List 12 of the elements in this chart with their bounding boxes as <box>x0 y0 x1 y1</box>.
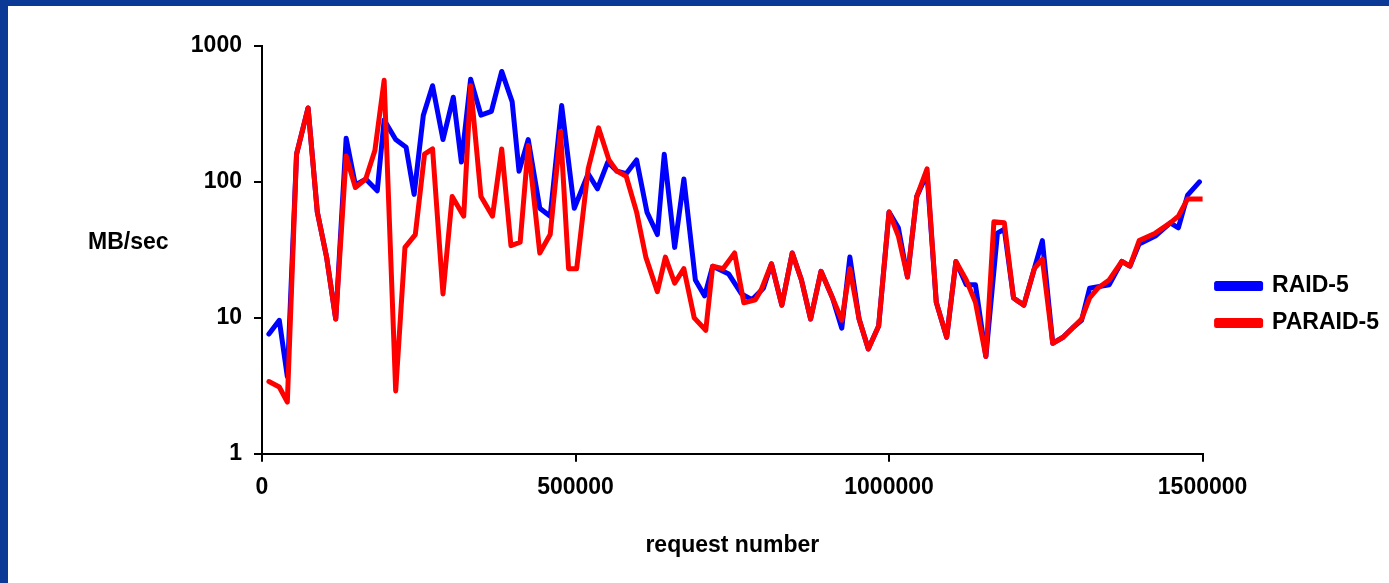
legend-label: PARAID-5 <box>1272 308 1380 335</box>
x-tick-label: 500000 <box>537 472 614 499</box>
x-tick-label: 0 <box>255 472 269 499</box>
legend-label: RAID-5 <box>1272 271 1349 298</box>
y-tick-label: 10 <box>216 303 242 330</box>
x-axis-title: request number <box>645 530 820 557</box>
x-tick-label: 1000000 <box>844 472 934 499</box>
y-tick-label: 1000 <box>190 31 242 58</box>
x-tick-label: 1500000 <box>1157 472 1248 499</box>
y-axis-title: MB/sec <box>88 228 169 255</box>
y-tick-label: 1 <box>229 439 243 466</box>
y-tick-label: 100 <box>203 167 242 194</box>
